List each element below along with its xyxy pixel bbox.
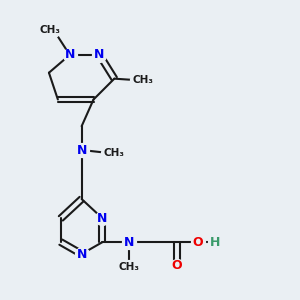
Text: N: N [64,48,75,62]
Text: O: O [171,260,182,272]
Text: CH₃: CH₃ [104,148,125,158]
Text: N: N [76,248,87,260]
Text: N: N [97,212,108,225]
Text: CH₃: CH₃ [132,75,153,85]
Text: N: N [124,236,134,249]
Text: CH₃: CH₃ [119,262,140,272]
Text: H: H [210,236,220,249]
Text: CH₃: CH₃ [40,25,61,34]
Text: O: O [192,236,203,249]
Text: N: N [94,48,105,62]
Text: N: N [76,143,87,157]
